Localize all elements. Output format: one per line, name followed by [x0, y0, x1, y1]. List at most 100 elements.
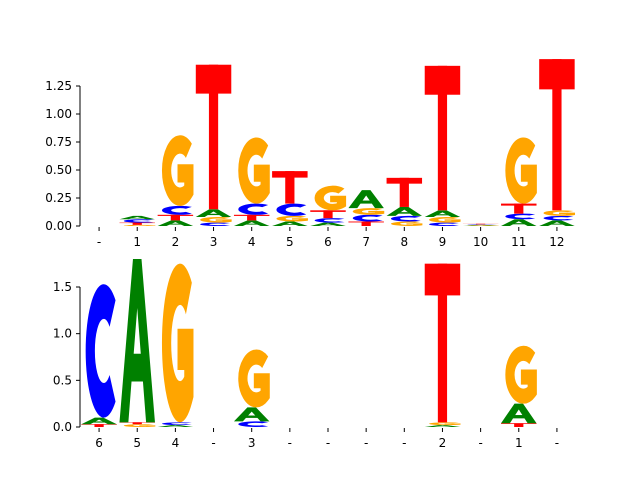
y-tick-label: 1.00 [45, 107, 72, 121]
logo-letter-a [348, 190, 384, 209]
x-tick-label: 3 [210, 235, 218, 249]
logo-letter-g [161, 135, 194, 206]
x-tick-label: 9 [439, 235, 447, 249]
logo-letter-g [238, 137, 270, 204]
x-tick-label: 5 [133, 436, 141, 450]
logo-letter-g [276, 215, 308, 222]
logo-letter-t [272, 171, 308, 204]
logo-letter-t [539, 59, 575, 211]
logo-letter-t [119, 422, 155, 425]
logo-letter-t [348, 221, 384, 226]
logo-letter-g [124, 424, 156, 427]
logo-letter-t [157, 214, 194, 221]
x-tick-label: 2 [439, 436, 447, 450]
x-tick-label: - [555, 436, 559, 450]
logo-letter-g [429, 422, 461, 426]
logo-letter-c [200, 222, 230, 226]
logo-letter-a [233, 220, 270, 226]
logo-letter-a [157, 425, 194, 427]
y-tick-label: 1.25 [45, 79, 72, 93]
x-tick-label: 12 [549, 235, 564, 249]
x-tick-label: - [288, 436, 292, 450]
logo-letter-t [462, 223, 499, 225]
logo-letter-g [390, 221, 423, 226]
logo-letter-t [424, 263, 461, 423]
logo-letter-a [195, 209, 232, 218]
logo-letter-g [314, 185, 347, 211]
x-tick-label: - [211, 436, 215, 450]
x-tick-label: 5 [286, 235, 294, 249]
x-tick-label: 4 [172, 436, 180, 450]
logo-letter-a [81, 417, 117, 425]
logo-letter-g [352, 208, 385, 215]
logo-letter-t [501, 423, 537, 427]
logo-letter-a [119, 259, 155, 423]
y-tick-label: 0.5 [53, 373, 72, 387]
logo-letter-t [501, 203, 537, 214]
logo-letter-a [501, 219, 537, 226]
logo-letter-t [386, 177, 423, 207]
logo-letter-c [429, 222, 459, 226]
logo-letter-g [200, 217, 232, 223]
logo-letter-c [391, 215, 421, 222]
logo-letter-c [505, 213, 536, 220]
x-tick-label: 3 [248, 436, 256, 450]
logo-letter-t [424, 65, 461, 211]
y-tick-label: 0.50 [45, 163, 72, 177]
x-tick-label: 6 [324, 235, 332, 249]
logo-letter-c [276, 203, 307, 216]
logo-letter-c [123, 219, 154, 223]
logo-letter-a [157, 220, 194, 226]
logo-letter-a [310, 222, 346, 226]
logo-letter-a [386, 206, 423, 216]
logo-letter-a [462, 224, 499, 226]
logo-letter-a [272, 221, 308, 226]
y-tick-label: 1.0 [53, 327, 72, 341]
y-tick-label: 1.5 [53, 280, 72, 294]
logo-letter-t [195, 64, 232, 210]
logo-letter-c [352, 214, 383, 222]
logo-letter-c [238, 421, 269, 427]
logo-letter-c [314, 218, 345, 223]
logo-letter-a [424, 425, 461, 427]
logo-letter-c [162, 205, 192, 215]
x-tick-label: 8 [400, 235, 408, 249]
x-tick-label: - [402, 436, 406, 450]
x-tick-label: 1 [133, 235, 141, 249]
y-tick-label: 0.75 [45, 135, 72, 149]
logo-letter-t [233, 214, 270, 221]
logo-letter-c [543, 215, 574, 221]
logo-letter-c [162, 422, 192, 426]
x-tick-label: - [364, 436, 368, 450]
logo-panel-top: 0.000.250.500.751.001.25- 1 2 3 4 5 6 7 8 9 10 11 12 [45, 59, 576, 249]
logo-letter-c [85, 284, 116, 418]
logo-letter-a [119, 215, 155, 220]
logo-letter-a [424, 210, 461, 218]
logo-letter-g [505, 345, 537, 404]
x-tick-label: 7 [362, 235, 370, 249]
x-tick-label: 10 [473, 235, 488, 249]
logo-panel-bottom: 0.0 0.5 1.0 1.5 6 5 4 - 3 - - - - 2 - 1 - [53, 259, 559, 450]
logo-letter-t [310, 210, 346, 219]
y-tick-label: 0.0 [53, 420, 72, 434]
logo-letter-g [505, 137, 537, 204]
x-tick-label: - [97, 235, 101, 249]
y-tick-label: 0.25 [45, 191, 72, 205]
x-tick-label: 4 [248, 235, 256, 249]
x-tick-label: - [326, 436, 330, 450]
x-tick-label: 6 [95, 436, 103, 450]
logo-letter-t [119, 222, 155, 225]
logo-letter-a [501, 403, 537, 424]
logo-letter-g [161, 263, 194, 423]
logo-letter-t [81, 424, 117, 427]
logo-letter-g [124, 224, 156, 226]
logo-letter-a [233, 407, 270, 422]
logo-letter-g [429, 217, 461, 223]
logo-letter-a [539, 220, 575, 226]
x-tick-label: 1 [515, 436, 523, 450]
x-tick-label: 11 [511, 235, 526, 249]
logo-letter-g [543, 210, 576, 216]
x-tick-label: - [478, 436, 482, 450]
logo-letter-g [238, 349, 270, 408]
